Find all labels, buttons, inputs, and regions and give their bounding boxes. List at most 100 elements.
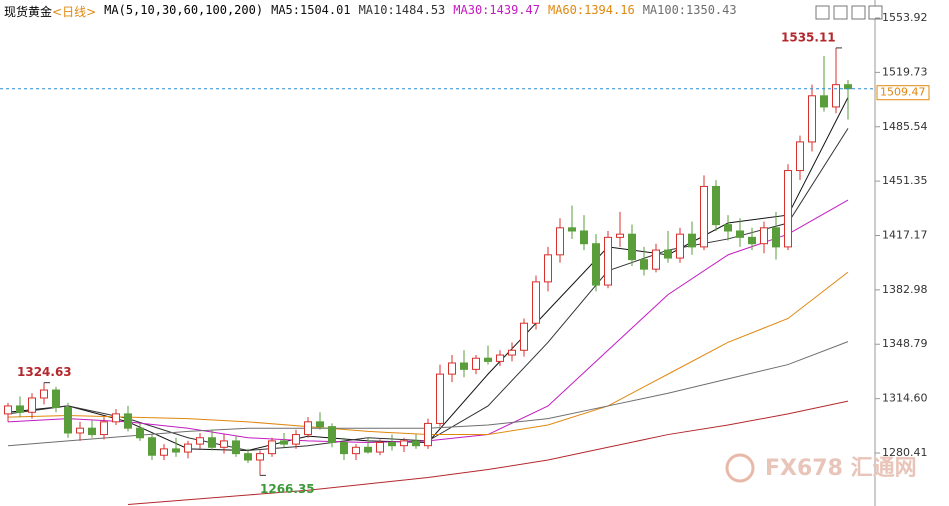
price-box (876, 85, 930, 101)
candle-body (652, 249, 660, 270)
candle-body (664, 249, 672, 259)
candle-body (844, 84, 852, 90)
tool-button[interactable] (833, 5, 848, 20)
candle-body (436, 373, 444, 424)
ma-line (7, 128, 849, 451)
candle-body (148, 437, 156, 456)
candle-body (712, 185, 720, 226)
y-tick-label: 1519.73 (882, 65, 928, 78)
y-tick-label: 1553.92 (882, 11, 928, 24)
candle-body (76, 427, 84, 434)
candle-body (124, 413, 132, 429)
indicator: MA(5,10,30,60,100,200) (104, 3, 264, 17)
candle-body (364, 446, 372, 453)
period: <日线> (52, 5, 97, 19)
candle-body (16, 405, 24, 413)
candle-body (340, 442, 348, 455)
candle-body (808, 95, 816, 143)
candle-body (424, 422, 432, 447)
candle-body (724, 224, 732, 232)
legend-entry: MA10:1484.53 (358, 3, 446, 17)
candle-body (784, 170, 792, 248)
annotation: 1324.63 (17, 365, 72, 379)
candle-body (592, 243, 600, 286)
candle-body (232, 440, 240, 455)
candle-body (772, 227, 780, 248)
candle-body (736, 230, 744, 238)
candle-body (160, 448, 168, 456)
y-tick-label: 1382.98 (882, 283, 928, 296)
candle-body (268, 440, 276, 455)
candle-body (628, 233, 636, 261)
current-price-label: 1509.47 (880, 86, 926, 99)
ma-line (127, 400, 849, 506)
candle-body (820, 95, 828, 108)
annotation: 1266.35 (260, 482, 315, 496)
candle-body (448, 362, 456, 375)
candle-body (796, 141, 804, 172)
tool-button[interactable] (851, 5, 866, 20)
candle-body (292, 434, 300, 445)
candle-body (412, 440, 420, 447)
candle-body (196, 437, 204, 445)
candle-body (508, 349, 516, 356)
y-tick-label: 1451.35 (882, 174, 928, 187)
candle-body (544, 254, 552, 283)
candle-body (376, 442, 384, 453)
toolbar[interactable] (815, 5, 883, 20)
candle-body (832, 84, 840, 108)
candle-body (184, 443, 192, 453)
candle-body (400, 440, 408, 447)
candle-body (100, 421, 108, 436)
candle-body (28, 397, 36, 413)
candle-body (88, 427, 96, 436)
ma-line (7, 199, 849, 444)
tool-button[interactable] (815, 5, 830, 20)
legend-entry: MA60:1394.16 (547, 3, 635, 17)
candle-body (64, 407, 72, 434)
candle-body (4, 405, 12, 415)
legend-entry: MA5:1504.01 (271, 3, 351, 17)
candle-body (388, 442, 396, 447)
title: 现货黄金 (4, 5, 53, 19)
y-tick-label: 1417.17 (882, 228, 928, 241)
y-tick-label: 1485.54 (882, 120, 928, 133)
candle-body (304, 421, 312, 436)
candle-body (496, 354, 504, 362)
candle-body (172, 448, 180, 453)
candle-body (568, 227, 576, 232)
candle-body (208, 437, 216, 448)
candle-body (748, 236, 756, 245)
candle-body (760, 227, 768, 245)
candle-body (280, 440, 288, 445)
candle-body (688, 233, 696, 248)
legend-entry: MA30:1439.47 (453, 3, 540, 17)
candle-body (532, 281, 540, 324)
candle-body (352, 446, 360, 455)
y-tick-label: 1280.41 (882, 446, 928, 459)
header: 现货黄金<日线> MA(5,10,30,60,100,200) MA5:1504… (4, 3, 737, 20)
candle-body (256, 453, 264, 461)
y-tick-label: 1314.60 (882, 392, 928, 405)
candle-body (112, 413, 120, 423)
candle-body (460, 362, 468, 370)
watermark-logo (725, 453, 755, 483)
tool-button[interactable] (868, 5, 883, 20)
annotation: 1535.11 (781, 30, 836, 44)
candle-body (136, 427, 144, 439)
candle-body (640, 259, 648, 270)
watermark: FX678 汇通网 (765, 456, 917, 481)
candle-body (244, 453, 252, 461)
candle-body (328, 426, 336, 444)
ma-line (7, 97, 849, 451)
candle-body (616, 233, 624, 238)
y-tick-label: 1348.79 (882, 337, 928, 350)
candle-body (316, 421, 324, 428)
legend-entry: MA100:1350.43 (642, 3, 737, 17)
candle-body (676, 233, 684, 259)
candle-body (484, 357, 492, 362)
candle-body (40, 389, 48, 399)
ma-line (7, 271, 849, 436)
